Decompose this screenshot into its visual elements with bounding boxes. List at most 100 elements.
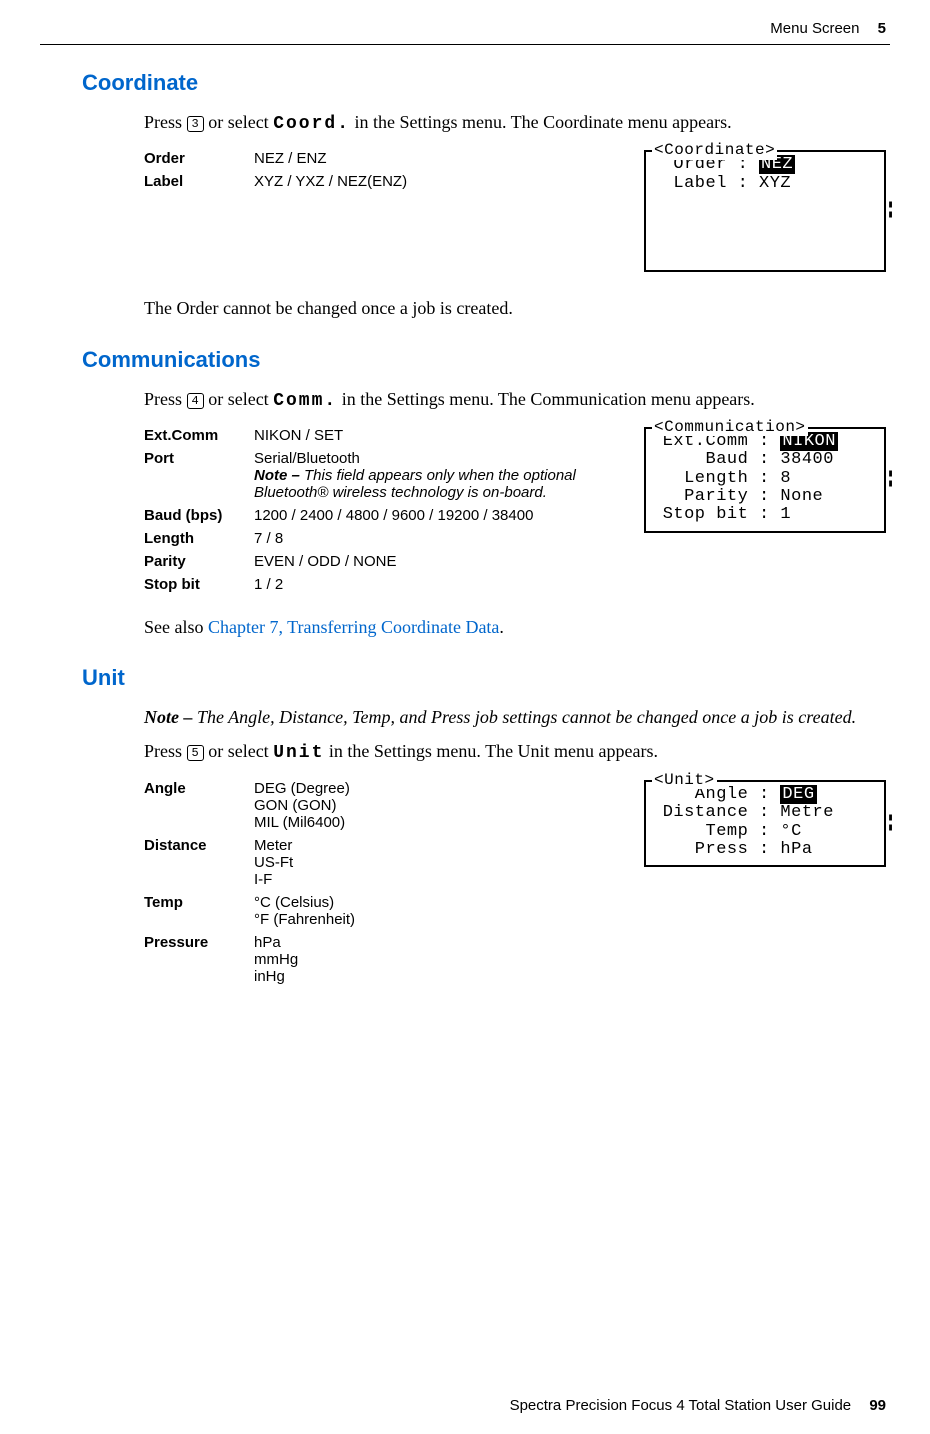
val: °C (Celsius) <box>254 894 614 911</box>
text: or select <box>204 741 273 761</box>
lcd-val: DEG <box>780 785 816 804</box>
coordinate-title: Coordinate <box>82 70 886 96</box>
text: in the Settings menu. The Unit menu appe… <box>324 741 658 761</box>
communications-table: Ext.Comm NIKON / SET Port Serial/Bluetoo… <box>144 427 624 599</box>
unit-block: Angle DEG (Degree) GON (GON) MIL (Mil640… <box>144 780 886 991</box>
page-content: Coordinate Press 3 or select Coord. in t… <box>82 70 886 991</box>
lcd-line: Distance : Metre <box>652 804 878 822</box>
row-val: 1 / 2 <box>254 576 624 593</box>
row-val: XYZ / YXZ / NEZ(ENZ) <box>254 173 624 190</box>
row-key: Pressure <box>144 934 254 951</box>
lcd-line: Baud : 38400 <box>652 451 878 469</box>
val: °F (Fahrenheit) <box>254 911 614 928</box>
table-row: Angle DEG (Degree) GON (GON) MIL (Mil640… <box>144 780 624 831</box>
communications-title: Communications <box>82 347 886 373</box>
menu-coord: Coord. <box>273 114 350 134</box>
unit-title: Unit <box>82 665 886 691</box>
row-key: Label <box>144 173 254 190</box>
table-row: Length 7 / 8 <box>144 530 624 547</box>
row-val: Serial/Bluetooth Note – This field appea… <box>254 450 624 501</box>
row-key: Order <box>144 150 254 167</box>
table-row: Baud (bps) 1200 / 2400 / 4800 / 9600 / 1… <box>144 507 624 524</box>
keycap-3: 3 <box>187 116 204 132</box>
lcd-line: Press : hPa <box>652 841 878 859</box>
coordinate-intro: Press 3 or select Coord. in the Settings… <box>144 110 886 136</box>
table-row: Temp °C (Celsius) °F (Fahrenheit) <box>144 894 624 928</box>
menu-comm: Comm. <box>273 391 337 411</box>
coordinate-table: Order NEZ / ENZ Label XYZ / YXZ / NEZ(EN… <box>144 150 624 196</box>
lcd-line: Label : XYZ <box>652 175 878 193</box>
coordinate-lcd: <Coordinate> Order : NEZ Label : XYZ ▮▮ <box>644 150 886 272</box>
header-section: Menu Screen <box>770 20 859 37</box>
table-row: Distance Meter US-Ft I-F <box>144 837 624 888</box>
row-val: 7 / 8 <box>254 530 624 547</box>
table-row: Order NEZ / ENZ <box>144 150 624 167</box>
lcd-title: <Unit> <box>652 772 717 789</box>
lcd-line: Stop bit : 1 <box>652 506 878 524</box>
val: I-F <box>254 871 614 888</box>
row-key: Ext.Comm <box>144 427 254 444</box>
row-key: Stop bit <box>144 576 254 593</box>
row-val: Meter US-Ft I-F <box>254 837 624 888</box>
row-val: NIKON / SET <box>254 427 624 444</box>
menu-unit: Unit <box>273 743 324 763</box>
val: hPa <box>254 934 614 951</box>
lcd-side-icon: ▮▮ <box>887 814 894 834</box>
val: DEG (Degree) <box>254 780 614 797</box>
text: Press <box>144 112 187 132</box>
val: MIL (Mil6400) <box>254 814 614 831</box>
unit-lcd: <Unit> Angle : DEG Distance : Metre Temp… <box>644 780 886 867</box>
text: Press <box>144 741 187 761</box>
text: in the Settings menu. The Communication … <box>337 389 755 409</box>
row-val: °C (Celsius) °F (Fahrenheit) <box>254 894 624 928</box>
val: mmHg <box>254 951 614 968</box>
table-row: Parity EVEN / ODD / NONE <box>144 553 624 570</box>
text: Press <box>144 389 187 409</box>
row-key: Length <box>144 530 254 547</box>
text: or select <box>204 389 273 409</box>
port-note: Note – This field appears only when the … <box>254 467 614 501</box>
text: See also <box>144 617 208 637</box>
row-key: Distance <box>144 837 254 854</box>
unit-note: Note – The Angle, Distance, Temp, and Pr… <box>144 705 886 729</box>
header-chapter: 5 <box>878 20 886 37</box>
lcd-title: <Communication> <box>652 419 808 436</box>
footer-page: 99 <box>869 1397 886 1414</box>
coordinate-block: Order NEZ / ENZ Label XYZ / YXZ / NEZ(EN… <box>144 150 886 272</box>
text: . <box>499 617 504 637</box>
chapter-link[interactable]: Chapter 7, Transferring Coordinate Data <box>208 617 499 637</box>
row-key: Temp <box>144 894 254 911</box>
table-row: Pressure hPa mmHg inHg <box>144 934 624 985</box>
communications-intro: Press 4 or select Comm. in the Settings … <box>144 387 886 413</box>
communications-lcd: <Communication> Ext.Comm : NIKON Baud : … <box>644 427 886 533</box>
lcd-side-icon: ▮▮ <box>887 470 894 490</box>
val: Meter <box>254 837 614 854</box>
keycap-5: 5 <box>187 745 204 761</box>
table-row: Ext.Comm NIKON / SET <box>144 427 624 444</box>
row-val: DEG (Degree) GON (GON) MIL (Mil6400) <box>254 780 624 831</box>
lcd-line: Length : 8 <box>652 470 878 488</box>
table-row: Port Serial/Bluetooth Note – This field … <box>144 450 624 501</box>
row-key: Port <box>144 450 254 467</box>
val: US-Ft <box>254 854 614 871</box>
note-bold: Note – <box>254 467 304 484</box>
row-val: 1200 / 2400 / 4800 / 9600 / 19200 / 3840… <box>254 507 624 524</box>
row-val: NEZ / ENZ <box>254 150 624 167</box>
lcd-title: <Coordinate> <box>652 142 777 159</box>
communications-after: See also Chapter 7, Transferring Coordin… <box>144 615 886 639</box>
val: GON (GON) <box>254 797 614 814</box>
row-key: Angle <box>144 780 254 797</box>
keycap-4: 4 <box>187 393 204 409</box>
lcd-line: Parity : None <box>652 488 878 506</box>
table-row: Stop bit 1 / 2 <box>144 576 624 593</box>
table-row: Label XYZ / YXZ / NEZ(ENZ) <box>144 173 624 190</box>
header-rule <box>40 44 890 45</box>
communications-block: Ext.Comm NIKON / SET Port Serial/Bluetoo… <box>144 427 886 599</box>
page-footer: Spectra Precision Focus 4 Total Station … <box>510 1397 886 1414</box>
unit-table: Angle DEG (Degree) GON (GON) MIL (Mil640… <box>144 780 624 991</box>
footer-guide: Spectra Precision Focus 4 Total Station … <box>510 1397 852 1414</box>
coordinate-after: The Order cannot be changed once a job i… <box>144 296 886 320</box>
lcd-side-icon: ▮▮ <box>887 201 894 221</box>
lcd-line: Temp : °C <box>652 823 878 841</box>
note-bold: Note – <box>144 707 197 727</box>
